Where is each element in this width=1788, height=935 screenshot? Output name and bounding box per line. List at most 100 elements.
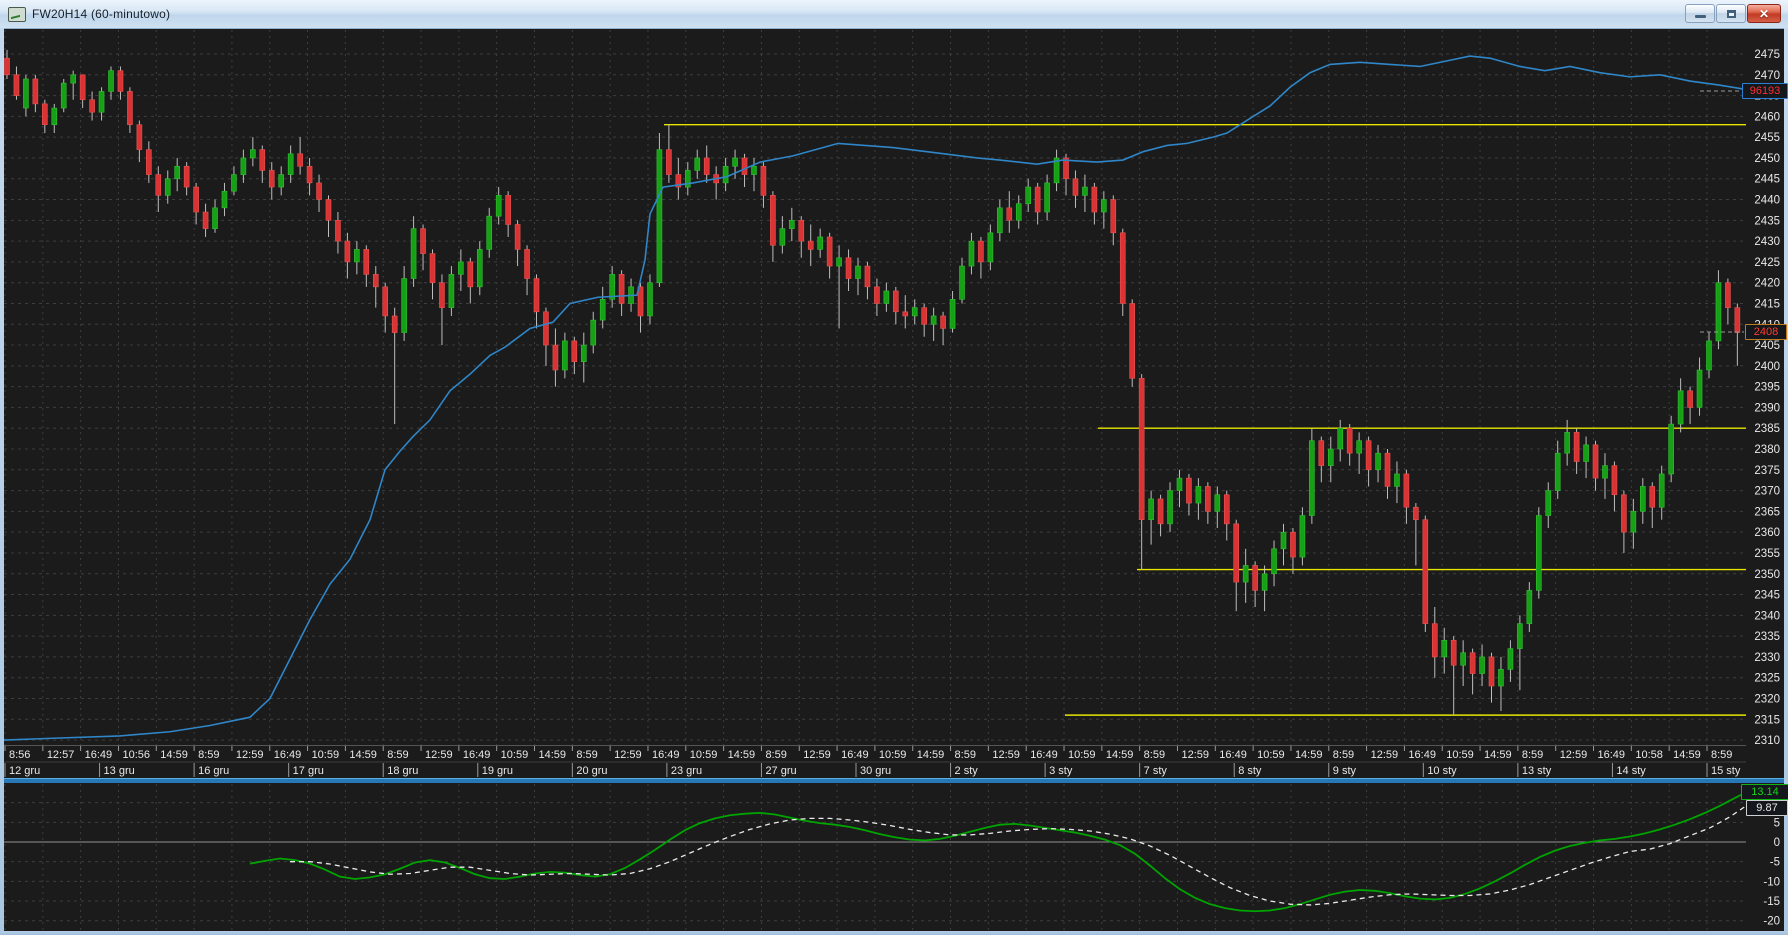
price-gridlines (4, 53, 1746, 741)
time-axis-label: 16:49 (85, 749, 113, 761)
candle (1592, 444, 1599, 479)
time-axis-label: 14:59 (1295, 749, 1323, 761)
candle (79, 74, 86, 101)
date-axis: 12 gru 13 gru 16 gru 17 gru 18 gru 19 gru 20 g… (4, 763, 1741, 777)
price-axis-label: 2340 (1754, 610, 1780, 622)
candle (1025, 186, 1031, 204)
candle (193, 186, 199, 213)
candle (1658, 473, 1665, 508)
time-axis-label: 16:49 (1408, 749, 1436, 761)
close-button[interactable]: ✕ (1747, 4, 1781, 23)
candle (864, 265, 871, 288)
time-axis-label: 16:49 (841, 749, 869, 761)
price-axis: 2475247024652460245524502445244024352430… (1754, 49, 1780, 747)
candle (1110, 199, 1117, 234)
price-axis-label: 2460 (1754, 111, 1780, 123)
price-axis-label: 2325 (1754, 673, 1780, 685)
candle (1356, 440, 1362, 454)
candle (741, 157, 748, 175)
candle (1583, 444, 1589, 462)
price-axis-label: 2420 (1754, 278, 1780, 290)
indicator-axis: 5 0 -5 -10 -15 -20 (1763, 817, 1780, 927)
price-axis-label: 2455 (1754, 132, 1780, 144)
candle (1640, 486, 1646, 512)
candle (467, 261, 474, 288)
indicator-axis-label: -10 (1763, 876, 1780, 888)
time-axis-label: 10:59 (1257, 749, 1285, 761)
candle (1101, 199, 1107, 213)
app-icon (8, 6, 26, 22)
candle (1611, 465, 1618, 496)
price-axis-label: 2445 (1754, 174, 1780, 186)
candle (1422, 519, 1429, 624)
candle (60, 82, 67, 109)
candle (410, 228, 417, 279)
support-resistance-lines (664, 123, 1746, 716)
time-axis-label: 16:49 (1598, 749, 1626, 761)
candle (647, 282, 653, 317)
price-axis-label: 2395 (1754, 382, 1780, 394)
candle (562, 340, 568, 371)
time-axis-label: 14:59 (1484, 749, 1512, 761)
macd-value-badge: 13.14 (1741, 784, 1788, 800)
time-axis-label: 14:59 (1673, 749, 1701, 761)
minimize-icon (1694, 15, 1706, 18)
candle (1233, 523, 1240, 583)
candle (287, 153, 294, 175)
candle (146, 149, 152, 175)
candle (51, 107, 58, 125)
indicator-axis-label: -5 (1770, 857, 1780, 869)
candle (1460, 652, 1466, 666)
candle (1072, 178, 1079, 196)
indicator-gridlines (4, 802, 1746, 922)
candle (439, 282, 445, 308)
candle (268, 170, 275, 188)
candle (1006, 207, 1013, 221)
candle (354, 249, 360, 263)
time-axis-label: 12:59 (992, 749, 1020, 761)
candle (1649, 486, 1656, 508)
candle (363, 249, 370, 275)
candle (845, 257, 852, 279)
minimize-button[interactable] (1685, 4, 1715, 23)
time-axis-label: 16:49 (463, 749, 491, 761)
candle (1082, 186, 1088, 196)
price-axis-label: 2425 (1754, 257, 1780, 269)
time-axis-label: 8:59 (765, 749, 786, 761)
date-axis-label: 18 gru (387, 765, 418, 777)
candle (240, 157, 247, 175)
candle (429, 253, 436, 283)
price-axis-label: 2440 (1754, 195, 1780, 207)
title-bar[interactable]: FW20H14 (60-minutowo) ✕ (0, 0, 1788, 29)
time-axis-label: 10:59 (1068, 749, 1096, 761)
time-axis-label: 10:56 (122, 749, 150, 761)
candle (949, 299, 956, 329)
candle (231, 174, 237, 192)
window-frame-right (1784, 28, 1788, 935)
candle (401, 278, 407, 333)
candle (1706, 340, 1712, 371)
candle (779, 228, 786, 246)
candle (883, 290, 890, 304)
candle (1403, 473, 1410, 508)
panel-separator[interactable] (4, 778, 1784, 784)
candle (1375, 452, 1381, 471)
candle (136, 124, 143, 150)
time-axis-label: 12:59 (803, 749, 831, 761)
open-interest-value-badge: 96193 (1742, 83, 1788, 99)
time-axis-label: 8:59 (1522, 749, 1543, 761)
chart-area[interactable]: 2475247024652460245524502445244024352430… (4, 28, 1784, 931)
price-axis-label: 2375 (1754, 465, 1780, 477)
candle (675, 174, 682, 188)
time-axis-label: 12:57 (47, 749, 75, 761)
candle (1554, 452, 1561, 491)
candle (1138, 378, 1145, 520)
restore-button[interactable] (1716, 4, 1746, 23)
candle (760, 165, 767, 196)
date-axis-label: 19 gru (482, 765, 513, 777)
candle (978, 240, 984, 263)
price-axis-label: 2415 (1754, 298, 1780, 310)
window-frame-left (0, 28, 4, 935)
candle (155, 174, 162, 196)
candle (1413, 506, 1419, 520)
